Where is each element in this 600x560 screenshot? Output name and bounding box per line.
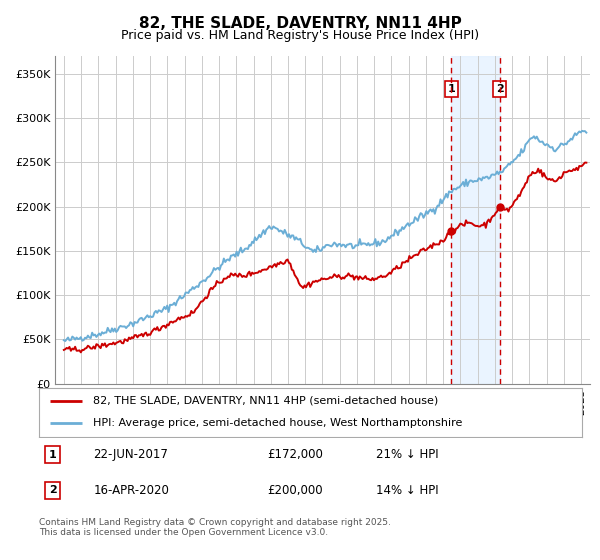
Text: Contains HM Land Registry data © Crown copyright and database right 2025.
This d: Contains HM Land Registry data © Crown c… xyxy=(39,518,391,538)
Text: 82, THE SLADE, DAVENTRY, NN11 4HP: 82, THE SLADE, DAVENTRY, NN11 4HP xyxy=(139,16,461,31)
Text: Price paid vs. HM Land Registry's House Price Index (HPI): Price paid vs. HM Land Registry's House … xyxy=(121,29,479,43)
Text: 2: 2 xyxy=(49,485,56,495)
Text: 2: 2 xyxy=(496,84,503,94)
Text: 82, THE SLADE, DAVENTRY, NN11 4HP (semi-detached house): 82, THE SLADE, DAVENTRY, NN11 4HP (semi-… xyxy=(94,396,439,406)
Text: 14% ↓ HPI: 14% ↓ HPI xyxy=(376,484,438,497)
Text: HPI: Average price, semi-detached house, West Northamptonshire: HPI: Average price, semi-detached house,… xyxy=(94,418,463,428)
Text: 1: 1 xyxy=(448,84,455,94)
Text: 1: 1 xyxy=(49,450,56,460)
Text: £172,000: £172,000 xyxy=(267,448,323,461)
Text: 16-APR-2020: 16-APR-2020 xyxy=(94,484,169,497)
Text: 21% ↓ HPI: 21% ↓ HPI xyxy=(376,448,438,461)
Text: £200,000: £200,000 xyxy=(267,484,323,497)
Text: 22-JUN-2017: 22-JUN-2017 xyxy=(94,448,168,461)
Bar xyxy=(451,56,500,384)
